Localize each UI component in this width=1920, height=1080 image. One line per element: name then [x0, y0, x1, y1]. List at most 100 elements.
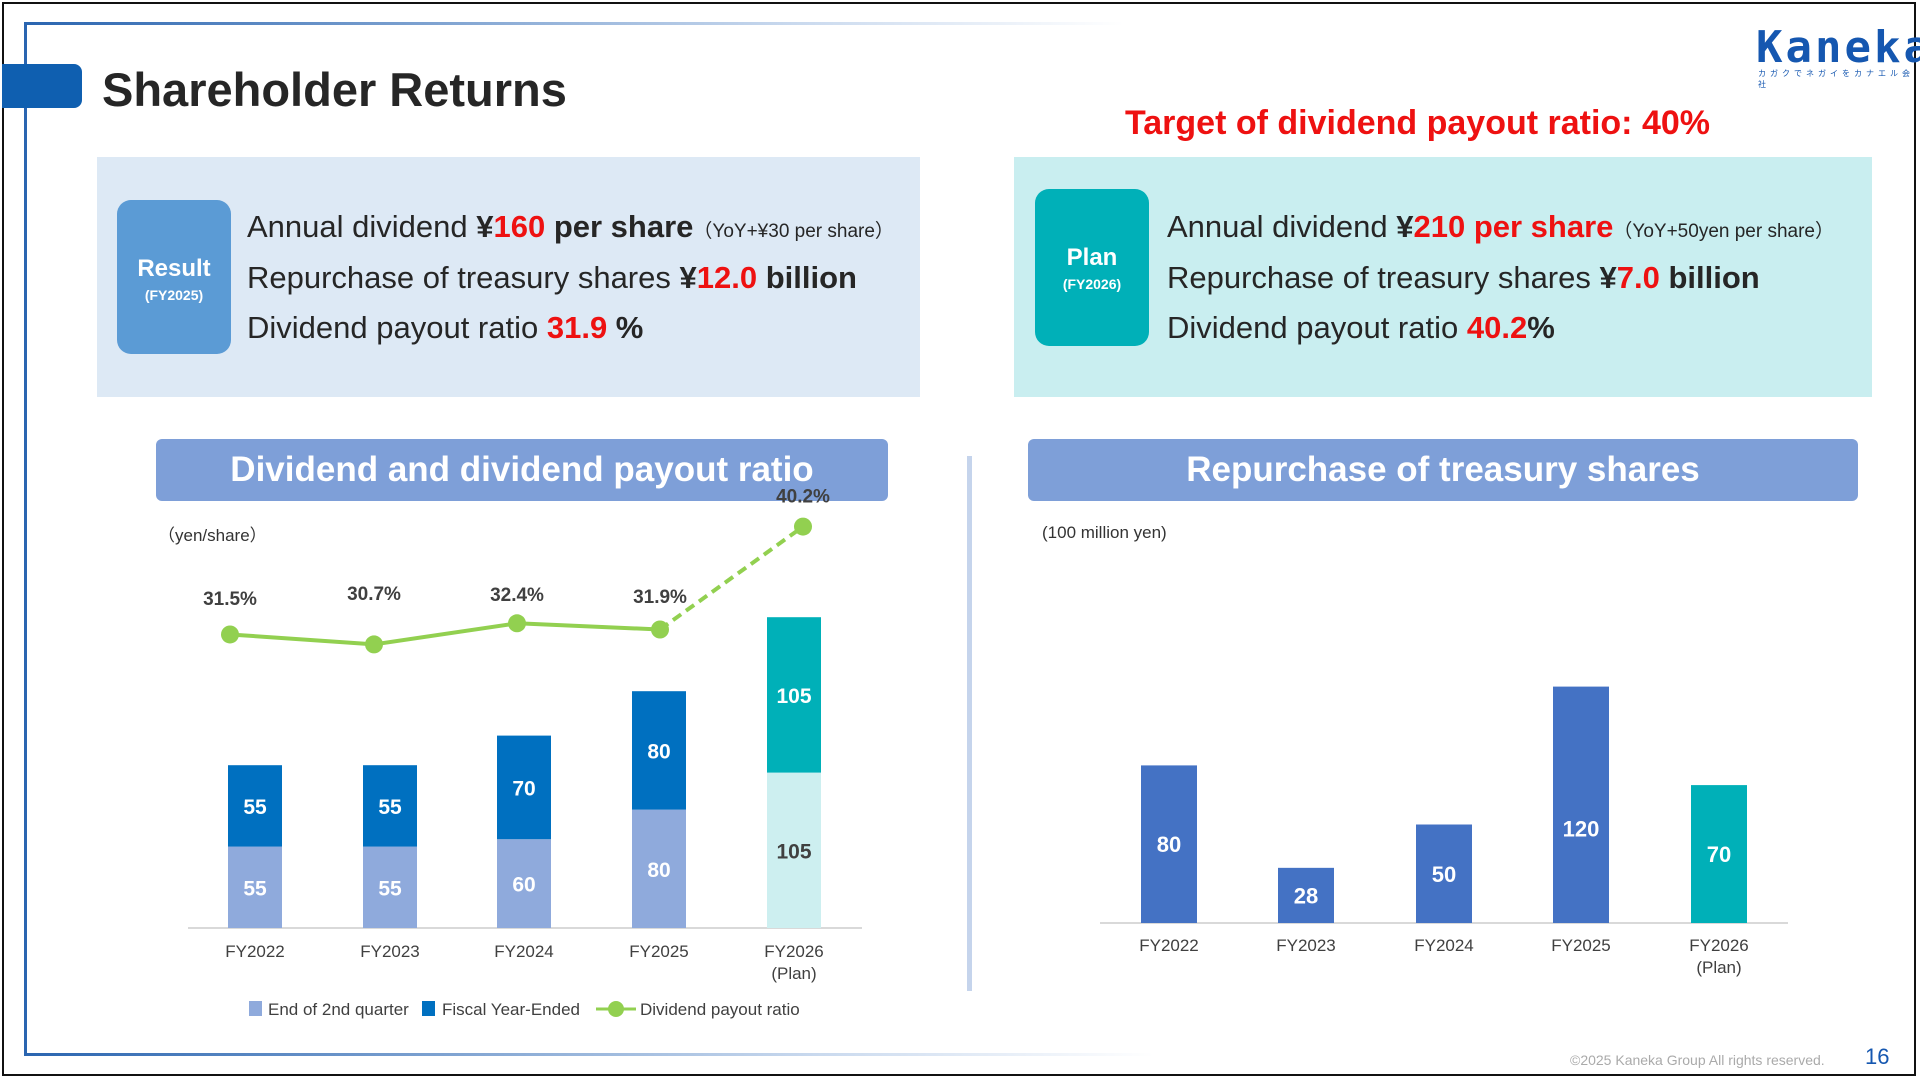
- repurchase-value: 7.0: [1616, 260, 1660, 295]
- bar-fy-FY2024: [497, 735, 551, 840]
- payout-value: 31.9: [546, 310, 608, 345]
- title-accent-tab: [2, 64, 82, 108]
- legend-q2-label: End of 2nd quarter: [268, 1000, 409, 1019]
- legend-q2-swatch: [249, 1001, 262, 1016]
- plan-badge-sub: (FY2026): [1062, 276, 1122, 292]
- repurchase-tick-FY2024: FY2024: [1414, 936, 1474, 955]
- repurchase-unit: billion: [757, 260, 857, 295]
- repurchase-chart-title: Repurchase of treasury shares: [1028, 439, 1858, 501]
- frame-bottom-line: [24, 1053, 1154, 1056]
- result-repurchase-line: Repurchase of treasury shares ¥12.0 bill…: [247, 260, 857, 296]
- repurchase-bar-FY2026: [1691, 785, 1747, 923]
- label-q2-FY2025: 80: [647, 859, 670, 882]
- yen-sign: ¥: [1396, 209, 1414, 244]
- payout-marker-FY2025: [651, 620, 669, 639]
- kaneka-logo: Kaneka: [1756, 22, 1920, 73]
- plan-payout-line: Dividend payout ratio 40.2%: [1167, 310, 1555, 346]
- payout-label: Dividend payout ratio: [1167, 310, 1467, 345]
- repurchase-label-FY2024: 50: [1432, 862, 1456, 887]
- logo-tagline: カガクでネガイをカナエル会社: [1758, 69, 1914, 89]
- legend-line-label: Dividend payout ratio: [640, 1000, 800, 1019]
- legend-line-marker: [608, 1001, 624, 1017]
- payout-label-FY2025: 31.9%: [633, 587, 687, 608]
- label-q2-FY2026: 105: [776, 840, 811, 863]
- repurchase-label-FY2023: 28: [1294, 883, 1318, 908]
- plan-panel: Plan (FY2026) Annual dividend ¥210 per s…: [1014, 157, 1872, 397]
- dividend-note: （YoY+¥30 per share）: [693, 221, 894, 242]
- yen-sign: ¥: [476, 209, 494, 244]
- dividend-value: 210: [1413, 209, 1466, 244]
- repurchase-tick-FY2025: FY2025: [1551, 936, 1611, 955]
- plan-repurchase-line: Repurchase of treasury shares ¥7.0 billi…: [1167, 260, 1760, 296]
- bar-q2-FY2024: [497, 839, 551, 928]
- label-fy-FY2022: 55: [243, 796, 267, 819]
- payout-unit: %: [1527, 310, 1555, 345]
- bar-q2-FY2022: [228, 846, 282, 928]
- legend-fy-label: Fiscal Year-Ended: [442, 1000, 580, 1019]
- repurchase-label-FY2025: 120: [1563, 817, 1600, 842]
- payout-marker-FY2022: [221, 625, 239, 644]
- repurchase-tick-note-FY2026: (Plan): [1696, 958, 1741, 977]
- plan-badge: Plan (FY2026): [1035, 189, 1149, 346]
- label-q2-FY2022: 55: [243, 877, 267, 900]
- target-payout-ratio: Target of dividend payout ratio: 40%: [1125, 104, 1710, 142]
- payout-label-FY2023: 30.7%: [347, 584, 401, 605]
- payout-line-segment-0: [229, 632, 375, 647]
- frame-left-line: [24, 22, 27, 1055]
- dividend-chart-title: Dividend and dividend payout ratio: [156, 439, 888, 501]
- dividend-unit: per share: [1465, 209, 1614, 244]
- result-badge-title: Result: [137, 255, 211, 282]
- repurchase-bar-FY2022: [1141, 765, 1197, 923]
- label-fy-FY2026: 105: [776, 685, 811, 708]
- label-fy-FY2024: 70: [512, 777, 535, 800]
- repurchase-bar-FY2025: [1553, 686, 1609, 923]
- page-number: 16: [1865, 1044, 1890, 1069]
- repurchase-label-FY2022: 80: [1157, 832, 1181, 857]
- repurchase-label-FY2026: 70: [1707, 842, 1731, 867]
- repurchase-tick-FY2023: FY2023: [1276, 936, 1336, 955]
- payout-label-FY2024: 32.4%: [490, 585, 544, 606]
- tick-FY2025: FY2025: [629, 942, 689, 961]
- repurchase-tick-FY2026: FY2026: [1689, 936, 1749, 955]
- yen-sign: ¥: [1599, 260, 1617, 295]
- result-panel: Result (FY2025) Annual dividend ¥160 per…: [97, 157, 920, 397]
- dividend-unit: per share: [545, 209, 694, 244]
- payout-line-segment-1: [373, 621, 518, 647]
- frame-top-line: [24, 22, 1124, 25]
- repurchase-bar-FY2023: [1278, 867, 1334, 923]
- payout-value: 40.2: [1466, 310, 1528, 345]
- dividend-label: Annual dividend: [247, 209, 477, 244]
- tick-FY2023: FY2023: [360, 942, 420, 961]
- payout-label-FY2026: 40.2%: [776, 487, 830, 508]
- bar-fy-FY2025: [632, 691, 686, 810]
- payout-line-segment-3: [658, 524, 805, 632]
- bar-q2-FY2026: [767, 772, 821, 928]
- repurchase-label: Repurchase of treasury shares: [247, 260, 680, 295]
- repurchase-bar-FY2024: [1416, 824, 1472, 923]
- payout-line-segment-2: [516, 621, 661, 632]
- tick-note-FY2026: (Plan): [771, 964, 816, 983]
- legend-fy-swatch: [422, 1001, 435, 1016]
- payout-label: Dividend payout ratio: [247, 310, 547, 345]
- bar-fy-FY2023: [363, 765, 417, 847]
- repurchase-tick-FY2022: FY2022: [1139, 936, 1199, 955]
- payout-unit: %: [607, 310, 644, 345]
- payout-label-FY2022: 31.5%: [203, 589, 257, 610]
- plan-dividend-line: Annual dividend ¥210 per share（YoY+50yen…: [1167, 209, 1834, 245]
- result-payout-line: Dividend payout ratio 31.9 %: [247, 310, 643, 346]
- tick-FY2022: FY2022: [225, 942, 285, 961]
- label-fy-FY2025: 80: [647, 740, 670, 763]
- payout-marker-FY2024: [508, 614, 526, 633]
- repurchase-unit: billion: [1659, 260, 1760, 295]
- repurchase-label: Repurchase of treasury shares: [1167, 260, 1600, 295]
- dividend-value: 160: [493, 209, 546, 244]
- tick-FY2024: FY2024: [494, 942, 554, 961]
- dividend-unit-label: （yen/share）: [158, 526, 267, 545]
- repurchase-unit-label: (100 million yen): [1042, 523, 1167, 542]
- copyright: ©2025 Kaneka Group All rights reserved.: [1570, 1052, 1825, 1068]
- result-dividend-line: Annual dividend ¥160 per share（YoY+¥30 p…: [247, 209, 894, 245]
- label-q2-FY2023: 55: [378, 877, 402, 900]
- bar-fy-FY2026: [767, 617, 821, 773]
